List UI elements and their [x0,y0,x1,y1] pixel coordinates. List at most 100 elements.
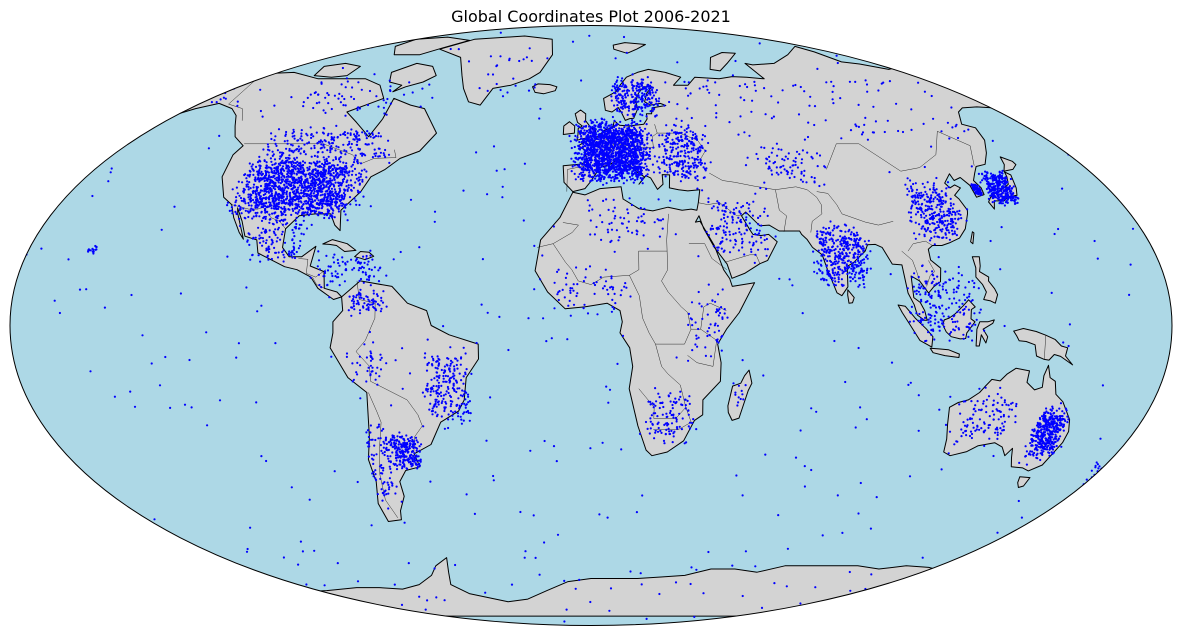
data-point [284,202,287,205]
data-point [389,467,392,470]
data-point [599,139,602,142]
data-point [616,143,619,147]
data-point [583,120,586,123]
data-point [256,206,259,209]
data-point [631,119,634,122]
data-point [763,234,766,237]
data-point [332,209,335,212]
data-point [638,96,641,99]
data-point [640,139,643,142]
data-point [426,388,430,391]
data-point [341,168,344,171]
data-point [247,193,250,196]
data-point [197,90,200,93]
landmass-south-america [329,280,479,522]
data-point [224,97,227,100]
data-point [327,170,330,173]
data-point [310,162,313,165]
data-point [317,259,321,262]
data-point [346,219,349,222]
data-point [343,174,346,177]
plot-title: Global Coordinates Plot 2006-2021 [451,7,731,26]
data-point [348,170,351,173]
data-point [692,166,695,169]
data-point [361,131,364,134]
data-point [629,131,632,134]
data-point [257,201,260,204]
data-point [610,99,613,102]
data-point [383,494,386,497]
data-point [292,161,295,164]
data-point [651,163,655,166]
data-point [666,171,669,174]
data-point [721,204,724,207]
data-point [639,98,642,101]
data-point [396,454,399,457]
data-point [356,140,359,143]
data-point [403,465,406,468]
data-point [248,162,251,165]
data-point [226,201,229,204]
data-point [707,197,710,200]
data-point [309,174,312,177]
data-point [749,227,752,230]
data-point [639,128,643,132]
data-point [703,162,707,165]
data-point [302,203,305,206]
data-point [277,207,280,210]
data-point [249,209,252,212]
data-point [581,146,584,149]
data-point [586,165,589,168]
data-point [621,143,624,146]
data-point [427,361,430,364]
data-point [665,124,668,127]
data-point [208,92,211,95]
data-point [271,150,274,153]
data-point [614,144,617,148]
data-point [281,230,284,233]
data-point [402,93,406,96]
data-point [587,159,590,162]
data-point [428,408,431,411]
data-point [628,146,631,149]
data-point [332,261,336,264]
country-border [826,131,975,172]
data-point [680,136,683,139]
data-point [619,120,622,123]
data-point [411,443,414,446]
data-point [651,96,654,99]
data-point [357,81,360,84]
data-point [670,129,674,132]
data-point [411,459,414,463]
data-point [607,124,610,127]
data-point [600,135,603,138]
data-point [627,133,630,137]
data-point [323,196,326,199]
data-point [335,192,338,195]
data-point [622,182,625,185]
data-point [349,203,352,206]
data-point [676,142,679,145]
data-point [323,216,326,220]
data-point [382,446,385,449]
data-point [303,189,306,192]
data-point [339,101,342,104]
data-point [309,176,312,179]
data-point [757,223,760,226]
data-point [303,200,306,203]
data-point [292,128,295,131]
data-point [714,81,717,84]
data-point [328,217,331,220]
data-point [303,173,306,176]
data-point [741,204,745,208]
data-point [612,129,615,132]
landmass-iceland [532,83,558,95]
data-point [623,176,626,179]
data-point [268,174,271,177]
data-point [720,240,723,244]
data-point [668,157,671,160]
data-point [725,238,728,241]
data-point [620,103,623,106]
data-point [332,184,336,187]
data-point [302,219,305,222]
